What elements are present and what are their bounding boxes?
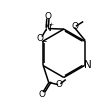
Text: N: N	[84, 60, 92, 70]
Text: O: O	[56, 80, 63, 89]
Text: O: O	[71, 22, 78, 31]
Text: O: O	[39, 90, 46, 99]
Text: O: O	[36, 34, 43, 43]
Text: −: −	[40, 37, 46, 46]
Text: +: +	[49, 22, 54, 27]
Text: N: N	[44, 24, 51, 33]
Text: O: O	[44, 12, 51, 21]
